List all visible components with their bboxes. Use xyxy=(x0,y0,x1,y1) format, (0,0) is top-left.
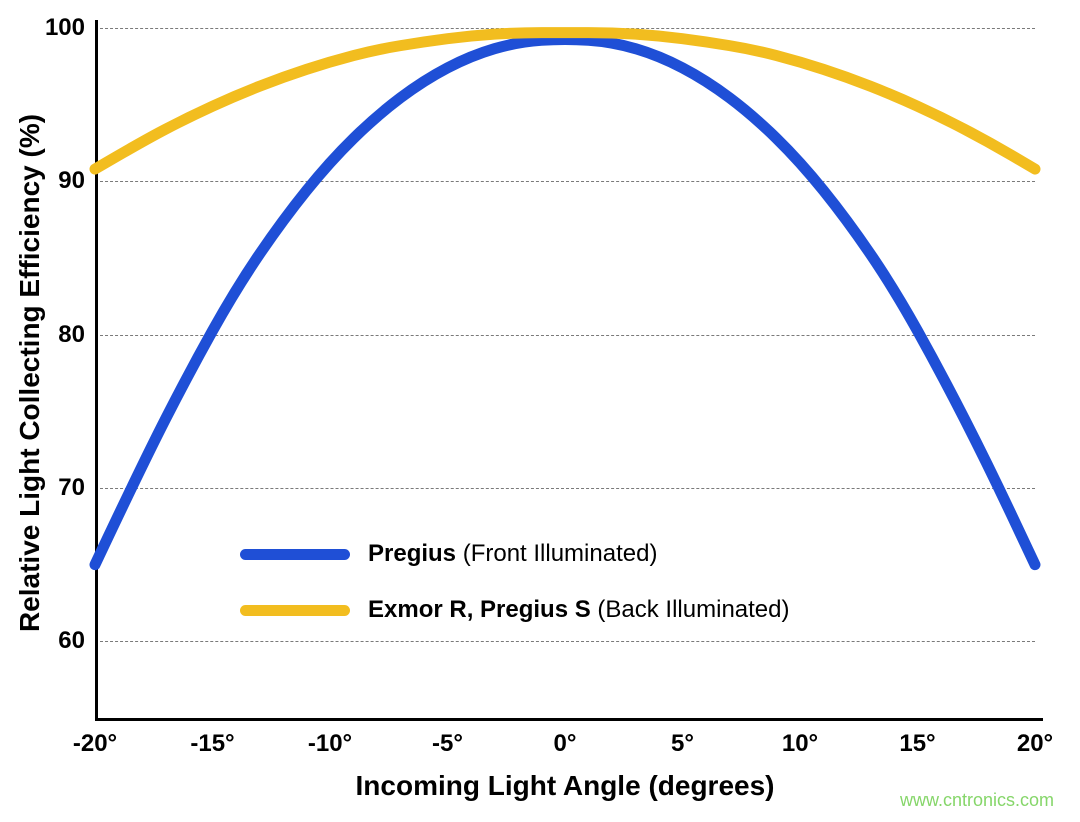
y-tick-label: 60 xyxy=(58,627,95,655)
x-tick-label: -5° xyxy=(432,718,463,758)
x-tick-label: 10° xyxy=(782,718,818,758)
x-tick-label: -15° xyxy=(190,718,234,758)
legend-swatch xyxy=(240,549,350,560)
x-tick-label: 0° xyxy=(554,718,577,758)
x-tick-label: -10° xyxy=(308,718,352,758)
chart-container: 60 70 80 90 100 -20° -15° -10° -5° 0° 5° 10° 15° 20°… xyxy=(0,0,1080,822)
watermark: www.cntronics.com xyxy=(900,790,1054,811)
x-axis-title: Incoming Light Angle (degrees) xyxy=(356,770,775,802)
plot-area: 60708090100 -20°-15°-10°-5°0°5°10°15°20°… xyxy=(95,28,1035,718)
x-tick-label: 15° xyxy=(899,718,935,758)
legend-item-exmor: Exmor R, Pregius S (Back Illuminated) xyxy=(240,596,790,624)
legend-label: Pregius (Front Illuminated) xyxy=(368,540,657,568)
series-pregius xyxy=(95,40,1035,565)
y-axis-title: Relative Light Collecting Efficiency (%) xyxy=(14,114,46,632)
legend: Pregius (Front Illuminated) Exmor R, Preg… xyxy=(240,540,790,652)
y-tick-label: 70 xyxy=(58,474,95,502)
series-exmor xyxy=(95,33,1035,169)
legend-item-pregius: Pregius (Front Illuminated) xyxy=(240,540,790,568)
y-tick-label: 80 xyxy=(58,321,95,349)
y-tick-label: 90 xyxy=(58,167,95,195)
x-tick-label: -20° xyxy=(73,718,117,758)
legend-swatch xyxy=(240,605,350,616)
x-tick-label: 5° xyxy=(671,718,694,758)
legend-label: Exmor R, Pregius S (Back Illuminated) xyxy=(368,596,790,624)
x-tick-label: 20° xyxy=(1017,718,1053,758)
y-tick-label: 100 xyxy=(45,14,95,42)
